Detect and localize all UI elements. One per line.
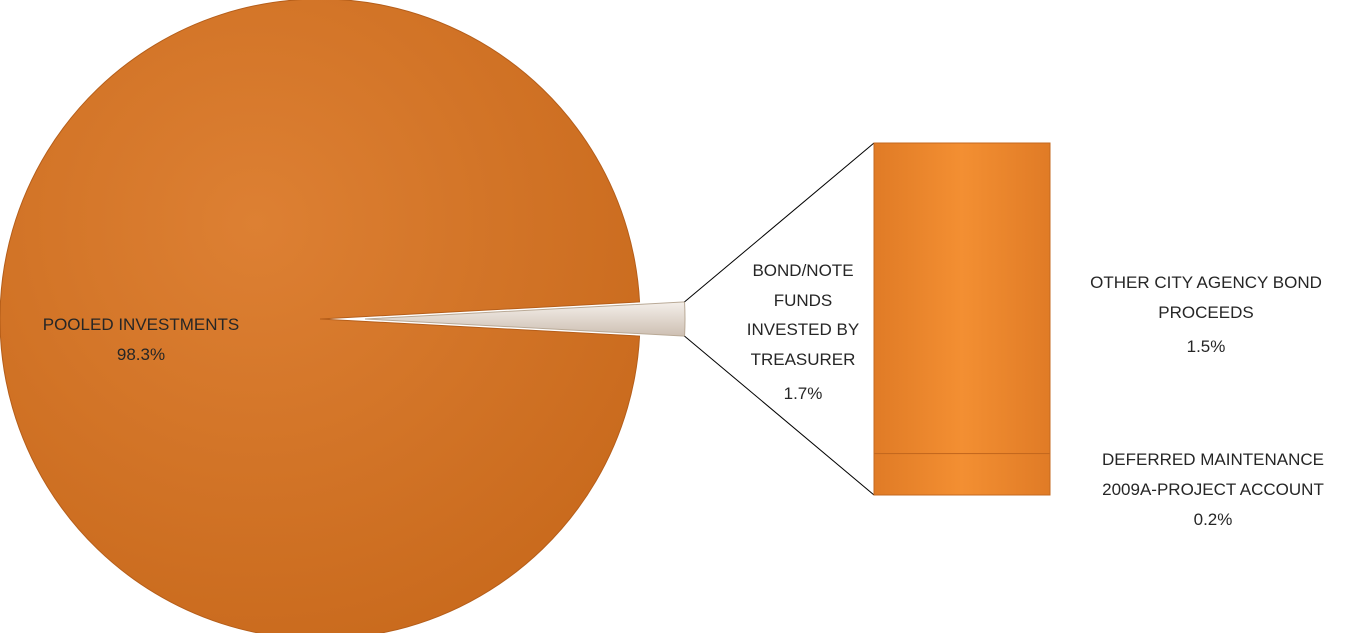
bar-segment-other-city-agency: [873, 142, 1051, 455]
bar-segment-deferred-maintenance: [873, 453, 1051, 496]
pie-slice-pooled-investments: [0, 0, 641, 633]
pie-slice-bond-note-funds: [364, 301, 686, 337]
bar-label-deferred-line-1: DEFERRED MAINTENANCE: [1102, 450, 1324, 469]
pie-label-bond-note-line-4: TREASURER: [751, 350, 856, 369]
bar-label-deferred-line-2: 2009A-PROJECT ACCOUNT: [1102, 480, 1324, 499]
bar-value-other-city: 1.5%: [1187, 337, 1226, 356]
connector-line-top: [684, 142, 875, 303]
bar-label-other-city-line-1: OTHER CITY AGENCY BOND: [1090, 273, 1322, 292]
bar-label-other-city-line-2: PROCEEDS: [1158, 303, 1253, 322]
pie-value-bond-note: 1.7%: [784, 384, 823, 403]
pie-value-pooled-investments: 98.3%: [117, 345, 165, 364]
pie-label-bond-note-line-2: FUNDS: [774, 291, 833, 310]
pie-label-bond-note-line-3: INVESTED BY: [747, 320, 859, 339]
bar-value-deferred: 0.2%: [1194, 510, 1233, 529]
pie-label-bond-note-line-1: BOND/NOTE: [752, 261, 853, 280]
pie-label-pooled-investments: POOLED INVESTMENTS: [43, 315, 239, 334]
connector-line-bottom: [684, 335, 875, 496]
